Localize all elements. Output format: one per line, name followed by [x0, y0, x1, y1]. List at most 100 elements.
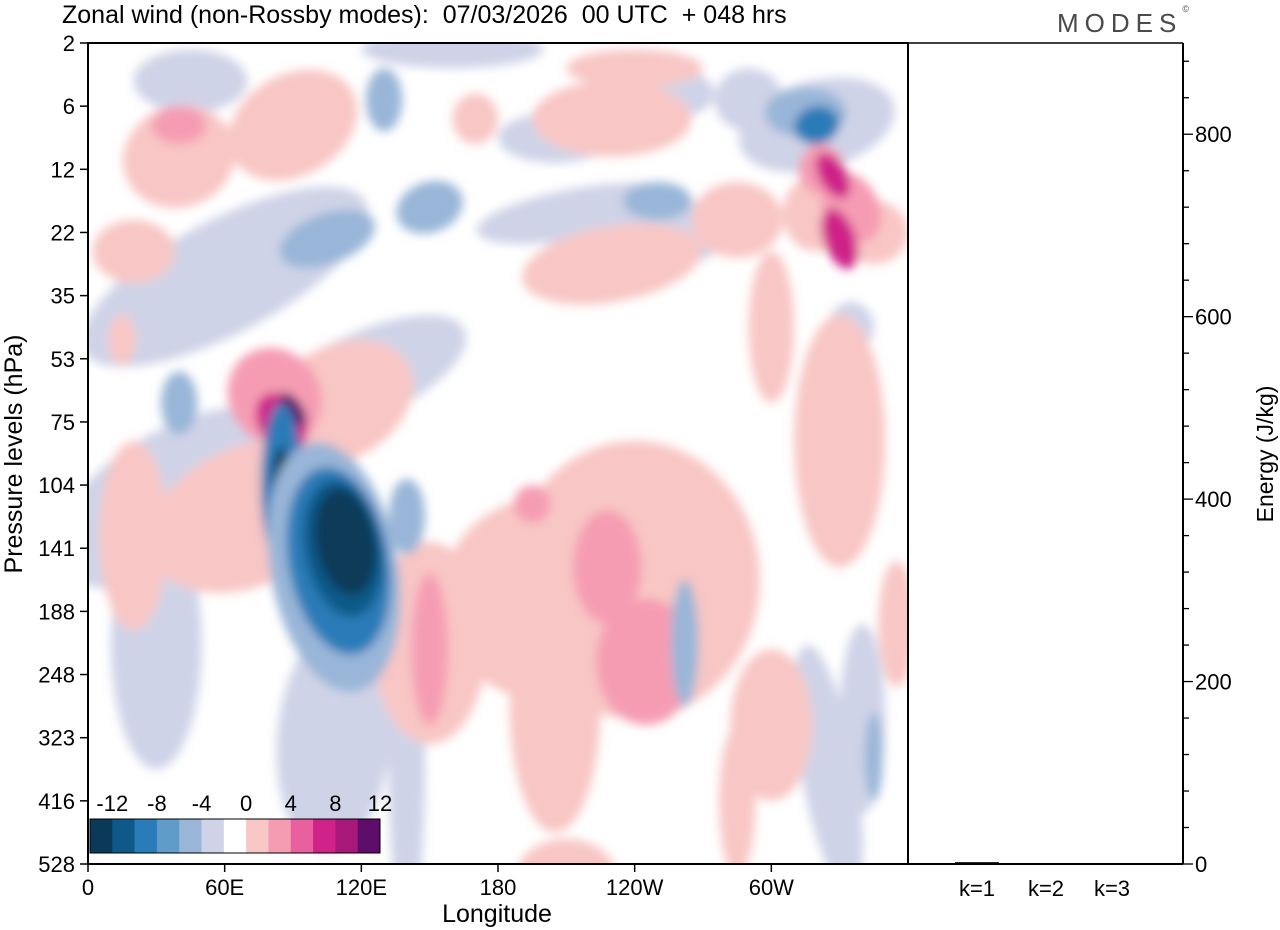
- wind-contour: [228, 69, 358, 181]
- x-tick-label: 180: [480, 875, 517, 900]
- colorbar-label: 0: [240, 791, 252, 816]
- y-tick-label: 188: [38, 599, 75, 624]
- x-tick-label: 120E: [336, 875, 387, 900]
- wind-contour: [573, 510, 642, 625]
- x-tick-label: 60E: [205, 875, 244, 900]
- wind-contour: [623, 181, 692, 220]
- wind-contour: [388, 478, 426, 555]
- colorbar-swatch: [223, 819, 247, 853]
- energy-bar-label: k=3: [1094, 876, 1130, 901]
- wind-contour: [864, 712, 883, 801]
- colorbar-swatch: [179, 819, 202, 853]
- wind-contour: [794, 314, 886, 568]
- energy-bar-label: k=2: [1028, 876, 1064, 901]
- wind-contour: [566, 49, 704, 88]
- colorbar-label: -8: [147, 791, 167, 816]
- y-tick-label: 6: [63, 94, 75, 119]
- colorbar-swatch: [357, 819, 381, 853]
- wind-contour: [718, 725, 756, 864]
- wind-contour: [595, 598, 697, 726]
- energy-tick-label: 600: [1195, 305, 1232, 330]
- colorbar: -12 -8 -4 0 4 8 12: [89, 791, 392, 854]
- longitude-axis: 0 60E 120E 180 120W 60W: [82, 864, 794, 900]
- wind-contour: [108, 314, 136, 366]
- colorbar-label: -4: [192, 791, 212, 816]
- colorbar-swatch: [246, 819, 269, 853]
- wind-contour: [92, 219, 175, 283]
- wind-contour: [151, 106, 207, 145]
- energy-bar-k=3: [1090, 863, 1134, 865]
- pressure-axis: 2 6 12 22 35 53 75 104 141 188 248 323 416 528: [38, 31, 88, 877]
- zonal-wind-field: [88, 43, 908, 864]
- y-axis-label: Pressure levels (hPa): [0, 335, 28, 574]
- wind-contour: [361, 43, 544, 69]
- y-tick-label: 22: [51, 220, 75, 245]
- y-tick-label: 12: [51, 157, 75, 182]
- chart-title: Zonal wind (non-Rossby modes): 07/03/202…: [62, 1, 787, 29]
- y-tick-label: 323: [38, 726, 75, 751]
- wind-contour: [411, 573, 448, 726]
- y-tick-label: 53: [51, 347, 75, 372]
- wind-contour: [521, 223, 702, 305]
- y-tick-label: 35: [51, 284, 75, 309]
- colorbar-swatch: [134, 819, 158, 853]
- x-axis-label: Longitude: [442, 900, 552, 928]
- colorbar-label: 8: [329, 791, 341, 816]
- wind-contour: [509, 579, 601, 833]
- wind-contour: [815, 152, 851, 199]
- y-tick-label: 75: [51, 410, 75, 435]
- wind-contour: [122, 105, 236, 208]
- x-tick-label: 0: [82, 875, 94, 900]
- colorbar-label: -12: [96, 791, 128, 816]
- wind-contour: [691, 181, 783, 258]
- energy-tick-label: 400: [1195, 487, 1232, 512]
- colorbar-swatch: [156, 819, 180, 853]
- colorbar-frame: [89, 818, 381, 854]
- wind-contour: [279, 209, 376, 269]
- colorbar-swatch: [90, 819, 113, 853]
- colorbar-swatch: [313, 819, 336, 853]
- wind-contour: [314, 488, 377, 596]
- colorbar-label: 12: [368, 791, 392, 816]
- y-tick-label: 141: [38, 536, 75, 561]
- energy-bar-k=1: [955, 862, 999, 864]
- wind-contour: [821, 208, 859, 269]
- colorbar-swatch: [201, 819, 225, 853]
- y-tick-label: 528: [38, 852, 75, 877]
- colorbar-swatch: [268, 819, 292, 853]
- wind-contour: [160, 371, 198, 435]
- wind-contour: [519, 838, 614, 864]
- y-tick-label: 2: [63, 31, 75, 56]
- brand-mark: ©: [1182, 4, 1189, 15]
- wind-contour: [878, 560, 908, 688]
- wind-contour: [794, 105, 840, 145]
- brand-text: MODES: [1057, 8, 1183, 38]
- contour-layers: [88, 43, 908, 864]
- energy-axis-label: Energy (J/kg): [1252, 386, 1278, 523]
- wind-contour: [671, 579, 699, 707]
- wind-contour: [396, 180, 463, 234]
- wind-contour: [513, 485, 551, 523]
- y-tick-label: 248: [38, 663, 75, 688]
- wind-contour: [365, 68, 403, 132]
- energy-panel: 0 200 400 600 800 k=1 k=2 k=3: [908, 42, 1232, 901]
- colorbar-swatch: [335, 819, 358, 853]
- colorbar-swatch: [112, 819, 135, 853]
- colorbar-label: 4: [285, 791, 297, 816]
- energy-bar-label: k=1: [959, 876, 995, 901]
- x-tick-label: 120W: [606, 875, 664, 900]
- wind-contour: [133, 49, 248, 113]
- energy-tick-label: 800: [1195, 122, 1232, 147]
- wind-contour: [532, 80, 692, 157]
- energy-tick-label: 0: [1195, 852, 1207, 877]
- colorbar-swatch: [290, 819, 314, 853]
- wind-contour: [748, 251, 795, 403]
- wind-contour: [279, 392, 307, 426]
- y-tick-label: 104: [38, 473, 75, 498]
- wind-contour: [99, 440, 168, 631]
- wind-contour: [452, 93, 498, 145]
- x-tick-label: 60W: [749, 875, 794, 900]
- energy-tick-label: 200: [1195, 670, 1232, 695]
- energy-bar-k=2: [1024, 863, 1068, 865]
